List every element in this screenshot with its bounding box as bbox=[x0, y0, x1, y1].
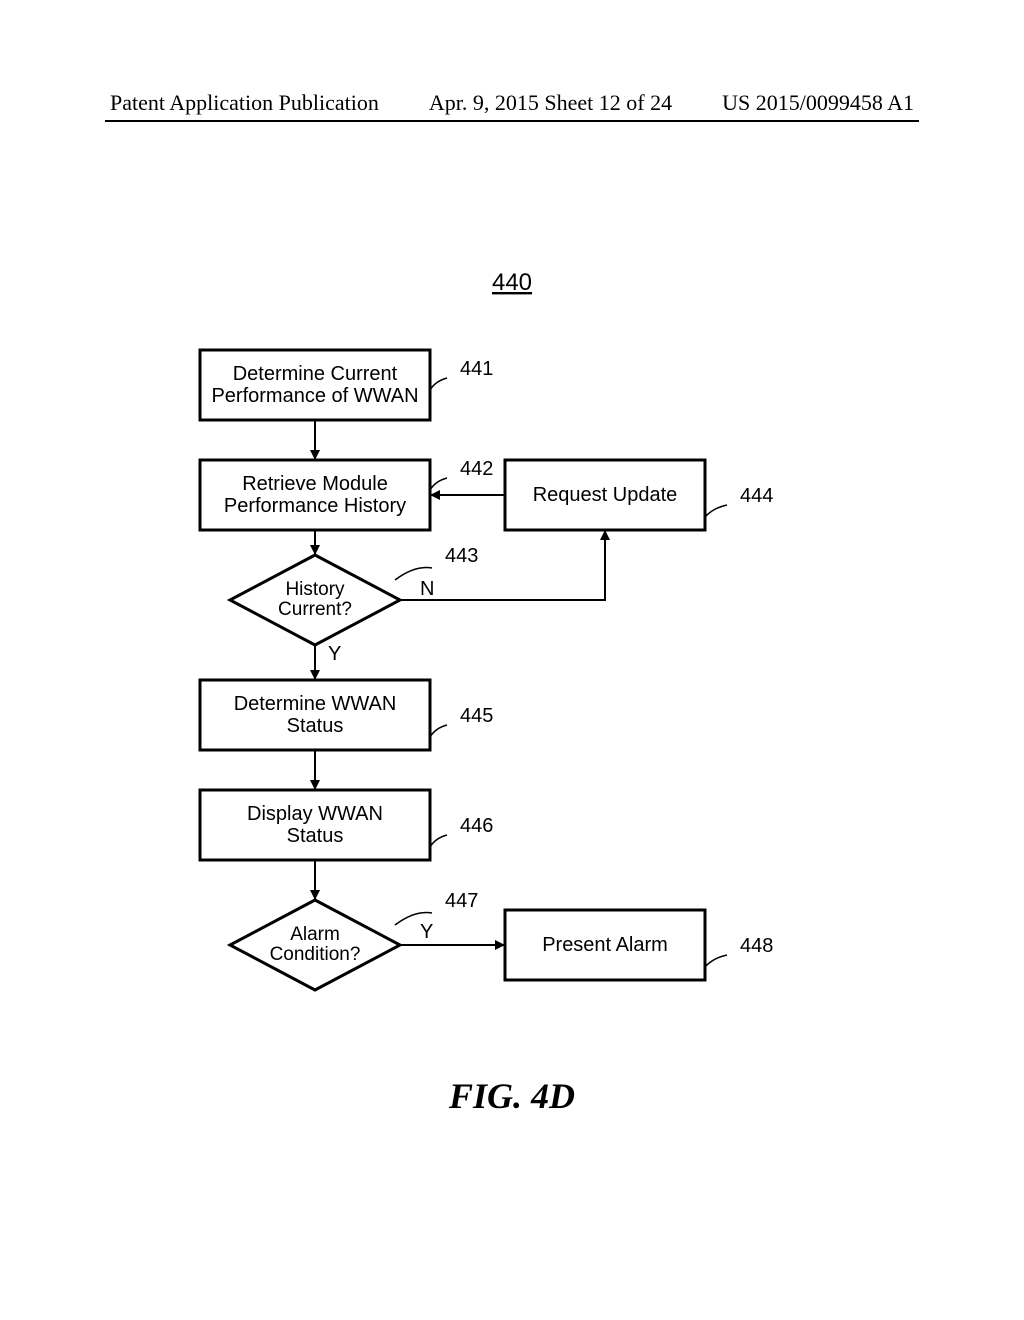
figure-caption: FIG. 4D bbox=[0, 1075, 1024, 1117]
svg-text:Retrieve Module: Retrieve Module bbox=[242, 473, 388, 495]
svg-text:442: 442 bbox=[460, 458, 493, 480]
svg-text:Status: Status bbox=[287, 825, 344, 847]
header-left: Patent Application Publication bbox=[110, 90, 379, 116]
svg-text:Display WWAN: Display WWAN bbox=[247, 803, 383, 825]
header-center: Apr. 9, 2015 Sheet 12 of 24 bbox=[379, 90, 722, 116]
svg-text:448: 448 bbox=[740, 935, 773, 957]
svg-text:N: N bbox=[420, 578, 434, 600]
svg-text:445: 445 bbox=[460, 705, 493, 727]
svg-text:Performance of WWAN: Performance of WWAN bbox=[211, 385, 418, 407]
header-rule bbox=[105, 120, 919, 122]
svg-text:Alarm: Alarm bbox=[290, 924, 340, 945]
page-header: Patent Application Publication Apr. 9, 2… bbox=[110, 90, 914, 116]
svg-text:Determine Current: Determine Current bbox=[233, 363, 398, 385]
svg-text:History: History bbox=[285, 579, 345, 600]
svg-text:Y: Y bbox=[328, 643, 341, 665]
svg-text:440: 440 bbox=[492, 269, 532, 296]
svg-text:Status: Status bbox=[287, 715, 344, 737]
svg-text:Request Update: Request Update bbox=[533, 484, 678, 506]
flowchart-figure: 440 Determine CurrentPerformance of WWAN 4… bbox=[0, 160, 1024, 1160]
svg-text:Determine WWAN: Determine WWAN bbox=[234, 693, 397, 715]
svg-text:441: 441 bbox=[460, 358, 493, 380]
svg-text:444: 444 bbox=[740, 485, 773, 507]
svg-text:Present Alarm: Present Alarm bbox=[542, 934, 668, 956]
svg-text:446: 446 bbox=[460, 815, 493, 837]
svg-text:443: 443 bbox=[445, 545, 478, 567]
svg-text:Condition?: Condition? bbox=[270, 944, 361, 965]
svg-text:Performance History: Performance History bbox=[224, 495, 406, 517]
svg-text:Y: Y bbox=[420, 921, 433, 943]
svg-text:447: 447 bbox=[445, 890, 478, 912]
svg-text:Current?: Current? bbox=[278, 599, 352, 620]
header-right: US 2015/0099458 A1 bbox=[722, 90, 914, 116]
